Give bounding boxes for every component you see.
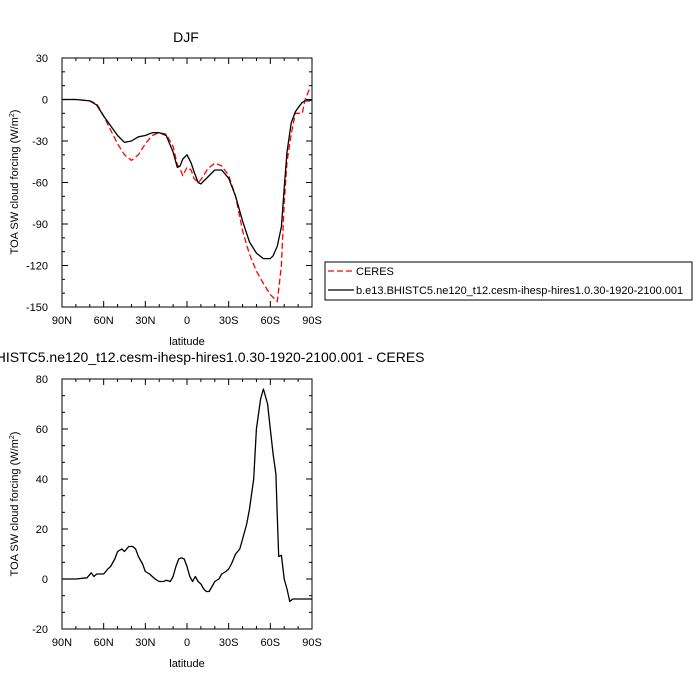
top-plot-area: 90N 60N 30N 0 30S 60S 90S 30 0 -30 -60 -90 -120 -150: [26, 53, 322, 327]
x-tick-label: 30N: [135, 315, 155, 327]
x-tick-label: 60N: [94, 315, 114, 327]
x-tick-label: 90N: [52, 315, 72, 327]
legend: CERES b.e13.BHISTC5.ne120_t12.cesm-ihesp…: [324, 261, 693, 301]
y-tick-label: -120: [26, 261, 48, 273]
x-tick-label: 90S: [302, 315, 322, 327]
x-tick-label: 30N: [135, 637, 155, 649]
top-x-axis-label: latitude: [169, 336, 204, 348]
series-line-1: [62, 98, 313, 260]
bottom-plot-frame: [61, 378, 313, 630]
x-tick-label: 30S: [219, 637, 239, 649]
bottom-y-axis-label-superscript: 2: [9, 435, 16, 439]
legend-label-model: b.e13.BHISTC5.ne120_t12.cesm-ihesp-hires…: [356, 285, 683, 297]
top-x-ticks: 90N 60N 30N 0 30S 60S 90S: [52, 58, 322, 327]
x-tick-label: 90S: [302, 637, 322, 649]
top-y-axis-label: TOA SW cloud forcing (W/m2): [9, 110, 21, 255]
legend-box: [324, 261, 693, 301]
x-tick-label: 60S: [261, 637, 281, 649]
y-tick-label: -30: [32, 136, 48, 148]
y-tick-label: 20: [36, 524, 48, 536]
series-line-0: [62, 87, 313, 303]
y-tick-label: -90: [32, 219, 48, 231]
y-tick-label: 0: [42, 95, 48, 107]
y-tick-label: 80: [36, 374, 48, 386]
bottom-chart-title: b.e13.BHISTC5.ne120_t12.cesm-ihesp-hires…: [0, 349, 425, 365]
y-tick-label: -150: [26, 302, 48, 314]
top-plot-frame: [61, 57, 313, 308]
top-y-axis-label-main: TOA SW cloud forcing (W/m: [9, 117, 21, 254]
bottom-plot-area: 90N 60N 30N 0 30S 60S 90S 80 60 40 20 0 -20: [32, 374, 322, 649]
y-tick-label: -20: [32, 624, 48, 636]
x-tick-label: 0: [184, 637, 190, 649]
x-tick-label: 60S: [261, 315, 281, 327]
top-y-axis-label-superscript: 2: [9, 113, 16, 117]
top-y-ticks: 30 0 -30 -60 -90 -120 -150: [26, 53, 312, 314]
x-tick-label: 60N: [94, 637, 114, 649]
y-tick-label: 40: [36, 474, 48, 486]
x-tick-label: 0: [184, 315, 190, 327]
series-line-0: [62, 388, 312, 603]
top-series-lines: [62, 87, 313, 303]
x-tick-label: 30S: [219, 315, 239, 327]
legend-label-ceres: CERES: [356, 266, 394, 278]
y-tick-label: 60: [36, 424, 48, 436]
y-tick-label: 0: [42, 574, 48, 586]
bottom-y-axis-label: TOA SW cloud forcing (W/m2): [9, 432, 21, 577]
x-tick-label: 90N: [52, 637, 72, 649]
bottom-y-axis-label-tail: ): [9, 432, 21, 436]
bottom-y-axis-label-main: TOA SW cloud forcing (W/m: [9, 439, 21, 576]
bottom-series-lines: [62, 388, 312, 603]
top-y-axis-label-tail: ): [9, 110, 21, 114]
y-tick-label: -60: [32, 178, 48, 190]
bottom-panel: b.e13.BHISTC5.ne120_t12.cesm-ihesp-hires…: [0, 349, 425, 670]
bottom-x-axis-label: latitude: [169, 658, 204, 670]
bottom-y-ticks: 80 60 40 20 0 -20: [32, 374, 312, 636]
bottom-x-ticks: 90N 60N 30N 0 30S 60S 90S: [52, 379, 322, 649]
top-panel: DJF 90N 60N 30N 0 30S 60S 90S 30 0 -30 -60 -90 -120…: [9, 29, 693, 348]
top-chart-title: DJF: [173, 29, 199, 45]
y-tick-label: 30: [36, 53, 48, 65]
